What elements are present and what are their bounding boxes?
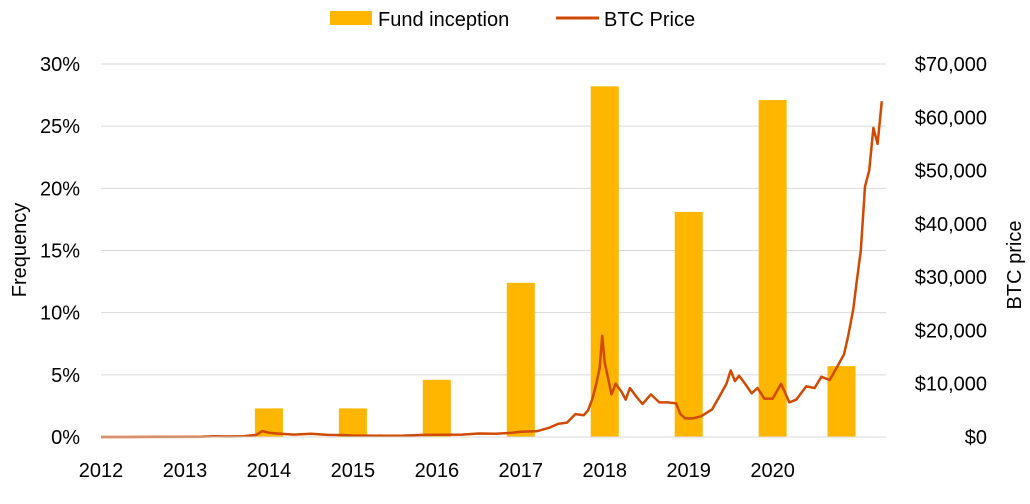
bar — [590, 86, 619, 437]
x-tick-label: 2016 — [415, 460, 460, 482]
left-tick-label: 25% — [40, 116, 80, 138]
x-tick-label: 2015 — [331, 460, 376, 482]
x-tick-label: 2013 — [163, 460, 208, 482]
gridlines — [101, 63, 886, 376]
x-tick-label: 2018 — [582, 460, 627, 482]
fund-inception-bars — [254, 86, 856, 437]
right-tick-label: $60,000 — [915, 107, 987, 129]
bar — [506, 282, 535, 437]
right-axis-ticks: $0 $10,000 $20,000 $30,000 $40,000 $50,000 $60… — [915, 54, 987, 449]
x-axis-ticks: 2012 2013 2014 2015 2016 2017 2018 2019 2020 — [79, 460, 795, 482]
left-tick-label: 15% — [40, 241, 80, 263]
left-tick-label: 20% — [40, 178, 80, 200]
left-tick-label: 10% — [40, 303, 80, 325]
left-tick-label: 5% — [51, 365, 80, 387]
x-tick-label: 2017 — [499, 460, 544, 482]
left-tick-label: 30% — [40, 54, 80, 76]
left-axis-ticks: 0% 5% 10% 15% 20% 25% 30% — [40, 54, 80, 449]
bar — [422, 379, 451, 437]
legend: Fund inception BTC Price — [330, 9, 695, 31]
left-tick-label: 0% — [51, 427, 80, 449]
left-axis-title: Frequency — [9, 203, 31, 298]
right-tick-label: $10,000 — [915, 374, 987, 396]
right-tick-label: $40,000 — [915, 214, 987, 236]
bar — [758, 100, 787, 437]
right-tick-label: $0 — [965, 427, 987, 449]
bar — [338, 408, 367, 437]
bar — [674, 211, 703, 437]
right-axis-title: BTC price — [1004, 221, 1026, 310]
legend-line-label: BTC Price — [604, 9, 695, 31]
right-tick-label: $20,000 — [915, 320, 987, 342]
x-tick-label: 2014 — [247, 460, 292, 482]
x-tick-label: 2012 — [79, 460, 124, 482]
right-tick-label: $70,000 — [915, 54, 987, 76]
x-tick-label: 2020 — [750, 460, 795, 482]
legend-bar-swatch — [330, 11, 372, 25]
right-tick-label: $50,000 — [915, 161, 987, 183]
legend-bar-label: Fund inception — [378, 9, 509, 31]
btc-price-line — [101, 101, 884, 439]
right-tick-label: $30,000 — [915, 267, 987, 289]
x-tick-label: 2019 — [666, 460, 711, 482]
